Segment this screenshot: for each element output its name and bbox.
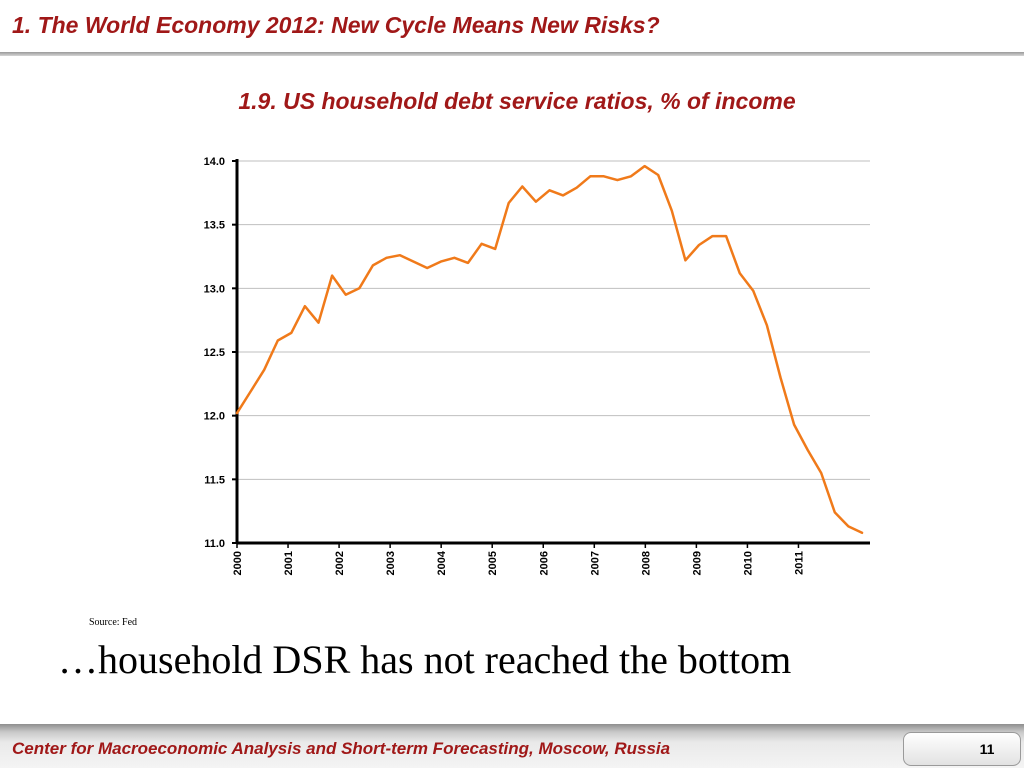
- x-tick-label: 2004: [436, 550, 448, 575]
- x-tick-label: 2002: [334, 551, 346, 575]
- y-tick-label: 13.0: [204, 283, 225, 295]
- y-tick-label: 14.0: [204, 156, 225, 168]
- y-tick-label: 12.5: [204, 347, 225, 359]
- page-number-box: 11: [903, 732, 1021, 766]
- page-number: 11: [979, 741, 995, 757]
- x-tick-label: 2010: [742, 551, 754, 575]
- debt-service-ratio-chart: 11.0 11.5 12.0 12.5 13.0 13.5 14.0 2000 2001 2002…: [204, 156, 870, 575]
- x-tick-label: 2008: [640, 551, 652, 575]
- x-tick-label: 2006: [538, 551, 550, 575]
- x-tick-label: 2007: [589, 551, 601, 575]
- chart-title: 1.9. US household debt service ratios, %…: [238, 88, 796, 114]
- x-tick-label: 2000: [232, 551, 244, 575]
- x-tick-label: 2011: [793, 551, 805, 575]
- source-note: Source: Fed: [89, 617, 138, 628]
- x-tick-label: 2001: [283, 551, 295, 575]
- title-divider: [0, 52, 1024, 56]
- series-line: [235, 164, 864, 535]
- y-tick-label: 13.5: [204, 220, 225, 232]
- slide-title: 1. The World Economy 2012: New Cycle Mea…: [12, 12, 660, 38]
- footer-organization: Center for Macroeconomic Analysis and Sh…: [12, 739, 671, 758]
- takeaway-text: …household DSR has not reached the botto…: [58, 637, 792, 682]
- x-tick-label: 2005: [487, 551, 499, 575]
- y-tick-label: 11.5: [204, 474, 225, 486]
- y-tick-label: 12.0: [204, 411, 225, 423]
- y-tick-label: 11.0: [204, 538, 225, 550]
- footer-bar: [0, 724, 1024, 768]
- x-tick-label: 2009: [691, 551, 703, 575]
- x-tick-label: 2003: [385, 551, 397, 575]
